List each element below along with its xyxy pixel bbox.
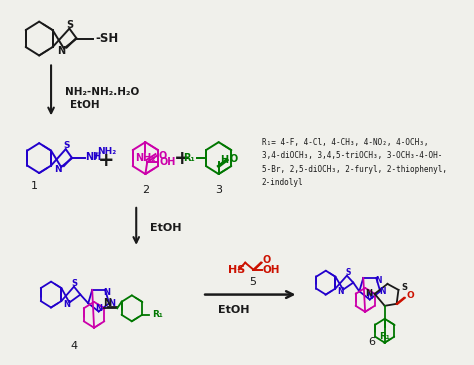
Text: O: O bbox=[158, 151, 166, 161]
Text: NH₂-NH₂.H₂O: NH₂-NH₂.H₂O bbox=[65, 87, 139, 97]
Text: +: + bbox=[174, 149, 190, 168]
Text: N: N bbox=[57, 46, 65, 55]
Text: N: N bbox=[365, 289, 372, 298]
Text: S: S bbox=[345, 268, 350, 277]
Text: N: N bbox=[103, 298, 111, 308]
Text: 5: 5 bbox=[249, 277, 256, 287]
Text: 4: 4 bbox=[71, 341, 78, 351]
Text: OH: OH bbox=[263, 265, 280, 275]
Text: 2: 2 bbox=[142, 185, 149, 195]
Text: 3: 3 bbox=[215, 185, 222, 195]
Text: NH₂: NH₂ bbox=[97, 147, 116, 155]
Text: R₁= 4-F, 4-Cl, 4-CH₃, 4-NO₂, 4-OCH₃,
3,4-diOCH₃, 3,4,5-triOCH₃, 3-OCH₃-4-OH-
5-B: R₁= 4-F, 4-Cl, 4-CH₃, 4-NO₂, 4-OCH₃, 3,4… bbox=[262, 138, 447, 187]
Text: +: + bbox=[98, 151, 114, 170]
Text: EtOH: EtOH bbox=[150, 223, 182, 233]
Text: 6: 6 bbox=[368, 337, 375, 347]
Text: N: N bbox=[63, 300, 70, 309]
Text: S: S bbox=[64, 141, 70, 150]
Text: N: N bbox=[380, 287, 386, 296]
Text: H: H bbox=[220, 155, 228, 165]
Text: N: N bbox=[366, 292, 373, 301]
Text: EtOH: EtOH bbox=[219, 304, 250, 315]
Text: OH: OH bbox=[159, 157, 175, 167]
Text: N: N bbox=[337, 287, 344, 296]
Text: R₁: R₁ bbox=[379, 332, 390, 341]
Text: O: O bbox=[407, 291, 414, 300]
Text: N: N bbox=[95, 304, 102, 313]
Text: S: S bbox=[67, 20, 74, 30]
Text: NH: NH bbox=[85, 152, 101, 162]
Text: -SH: -SH bbox=[95, 32, 118, 45]
Text: N: N bbox=[375, 276, 381, 285]
Text: R₁: R₁ bbox=[183, 153, 195, 163]
Text: O: O bbox=[263, 255, 271, 265]
Text: N: N bbox=[55, 165, 62, 173]
Text: 1: 1 bbox=[31, 181, 38, 191]
Text: R₁: R₁ bbox=[152, 310, 163, 319]
Text: S: S bbox=[72, 279, 78, 288]
Text: N: N bbox=[103, 288, 110, 297]
Text: S: S bbox=[401, 283, 407, 292]
Text: O: O bbox=[229, 154, 238, 164]
Text: EtOH: EtOH bbox=[70, 100, 100, 110]
Text: NH₂: NH₂ bbox=[135, 153, 155, 163]
Text: HS: HS bbox=[228, 265, 245, 275]
Text: N: N bbox=[109, 299, 115, 308]
